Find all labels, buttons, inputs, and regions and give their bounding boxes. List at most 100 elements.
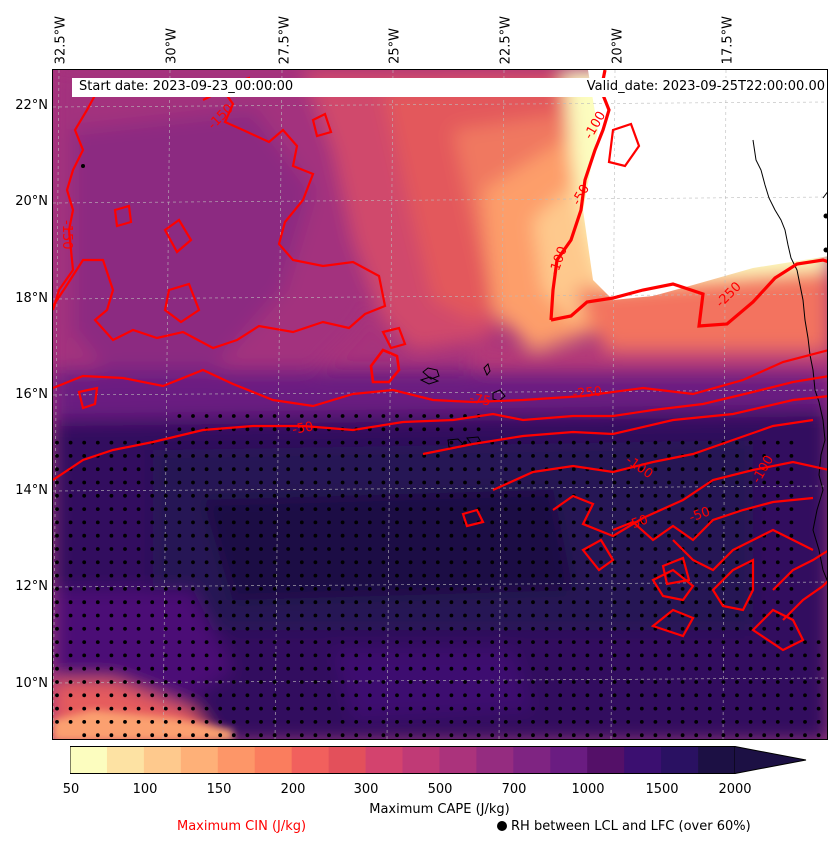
rh-dot bbox=[286, 493, 291, 498]
rh-dot bbox=[422, 693, 427, 698]
rh-dot bbox=[789, 706, 794, 711]
rh-dot bbox=[490, 733, 495, 738]
rh-dot bbox=[667, 467, 671, 472]
rh-dot bbox=[231, 680, 236, 684]
rh-dot bbox=[544, 640, 549, 644]
rh-dot bbox=[259, 680, 263, 684]
rh-dot bbox=[775, 693, 780, 698]
rh-dot bbox=[612, 653, 617, 658]
rh-dot bbox=[789, 507, 794, 511]
rh-dot bbox=[558, 600, 563, 605]
rh-dot bbox=[313, 653, 318, 658]
rh-dot bbox=[585, 666, 590, 671]
rh-dot bbox=[95, 706, 100, 711]
rh-dot bbox=[299, 454, 304, 458]
rh-dot bbox=[517, 533, 522, 538]
rh-dot bbox=[762, 560, 767, 565]
rh-dot bbox=[286, 533, 291, 538]
rh-dot bbox=[775, 547, 780, 551]
colorbar-cell bbox=[70, 746, 108, 774]
rh-dot bbox=[517, 666, 522, 671]
rh-dot bbox=[585, 693, 590, 698]
rh-dot bbox=[476, 653, 481, 658]
rh-dot bbox=[177, 493, 182, 498]
rh-dot bbox=[163, 440, 168, 445]
rh-dot bbox=[571, 733, 576, 738]
rh-dot bbox=[381, 560, 386, 565]
rh-dot bbox=[585, 493, 590, 498]
rh-dot bbox=[354, 720, 359, 724]
rh-dot bbox=[721, 507, 726, 511]
rh-dot bbox=[748, 680, 753, 684]
rh-dot bbox=[286, 640, 291, 644]
rh-dot bbox=[150, 560, 155, 565]
rh-dot bbox=[55, 680, 59, 684]
colorbar-tick-label: 100 bbox=[132, 782, 158, 797]
rh-dot bbox=[109, 520, 114, 525]
rh-dot bbox=[490, 467, 495, 472]
rh-dot bbox=[177, 467, 182, 472]
rh-dot bbox=[599, 706, 603, 711]
rh-dot bbox=[395, 560, 399, 565]
rh-dot bbox=[204, 587, 209, 591]
rh-dot bbox=[449, 507, 454, 511]
rh-dot bbox=[531, 666, 535, 671]
rh-dot bbox=[517, 653, 522, 658]
rh-dot bbox=[667, 666, 671, 671]
rh-dot bbox=[299, 666, 304, 671]
rh-dot bbox=[571, 653, 576, 658]
rh-dot bbox=[694, 520, 699, 525]
rh-dot bbox=[748, 493, 753, 498]
rh-dot bbox=[748, 693, 753, 698]
rh-dot bbox=[231, 613, 236, 618]
rh-dot bbox=[422, 467, 427, 472]
rh-dot bbox=[218, 720, 223, 724]
rh-dot bbox=[463, 720, 467, 724]
rh-dot bbox=[95, 520, 100, 525]
rh-dot bbox=[286, 454, 291, 458]
rh-dot bbox=[136, 467, 141, 472]
rh-dot bbox=[612, 626, 617, 631]
rh-dot bbox=[327, 706, 331, 711]
rh-dot bbox=[218, 547, 223, 551]
rh-dot bbox=[191, 507, 195, 511]
rh-dot bbox=[612, 467, 617, 472]
cape-colorbar bbox=[70, 746, 807, 774]
rh-dot bbox=[231, 467, 236, 472]
rh-dot bbox=[286, 467, 291, 472]
rh-dot bbox=[585, 507, 590, 511]
rh-dot bbox=[517, 613, 522, 618]
rh-dot bbox=[95, 600, 100, 605]
colorbar-tick-label: 1500 bbox=[645, 782, 679, 797]
rh-dot bbox=[639, 573, 644, 578]
rh-dot bbox=[191, 520, 195, 525]
rh-dot bbox=[395, 666, 399, 671]
rh-dot bbox=[136, 666, 141, 671]
rh-dot bbox=[599, 693, 603, 698]
rh-dot bbox=[218, 573, 223, 578]
rh-dot bbox=[354, 706, 359, 711]
rh-dot bbox=[68, 547, 73, 551]
rh-dot bbox=[490, 454, 495, 458]
rh-dot bbox=[299, 467, 304, 472]
rh-dot bbox=[191, 440, 195, 445]
rh-dot bbox=[245, 680, 250, 684]
rh-dot bbox=[639, 666, 644, 671]
rh-dot bbox=[231, 573, 236, 578]
rh-dot bbox=[694, 480, 699, 485]
rh-dot bbox=[775, 600, 780, 605]
rh-dot bbox=[299, 720, 304, 724]
rh-dot bbox=[191, 613, 195, 618]
rh-dot bbox=[490, 587, 495, 591]
rh-dot bbox=[367, 666, 372, 671]
rh-dot bbox=[463, 427, 467, 432]
rh-dot bbox=[299, 507, 304, 511]
rh-dot bbox=[490, 640, 495, 644]
rh-dot bbox=[381, 653, 386, 658]
rh-dot bbox=[667, 480, 671, 485]
rh-dot bbox=[381, 666, 386, 671]
rh-dot bbox=[327, 573, 331, 578]
rh-dot bbox=[735, 680, 739, 684]
rh-dot bbox=[707, 720, 712, 724]
rh-dot bbox=[612, 666, 617, 671]
